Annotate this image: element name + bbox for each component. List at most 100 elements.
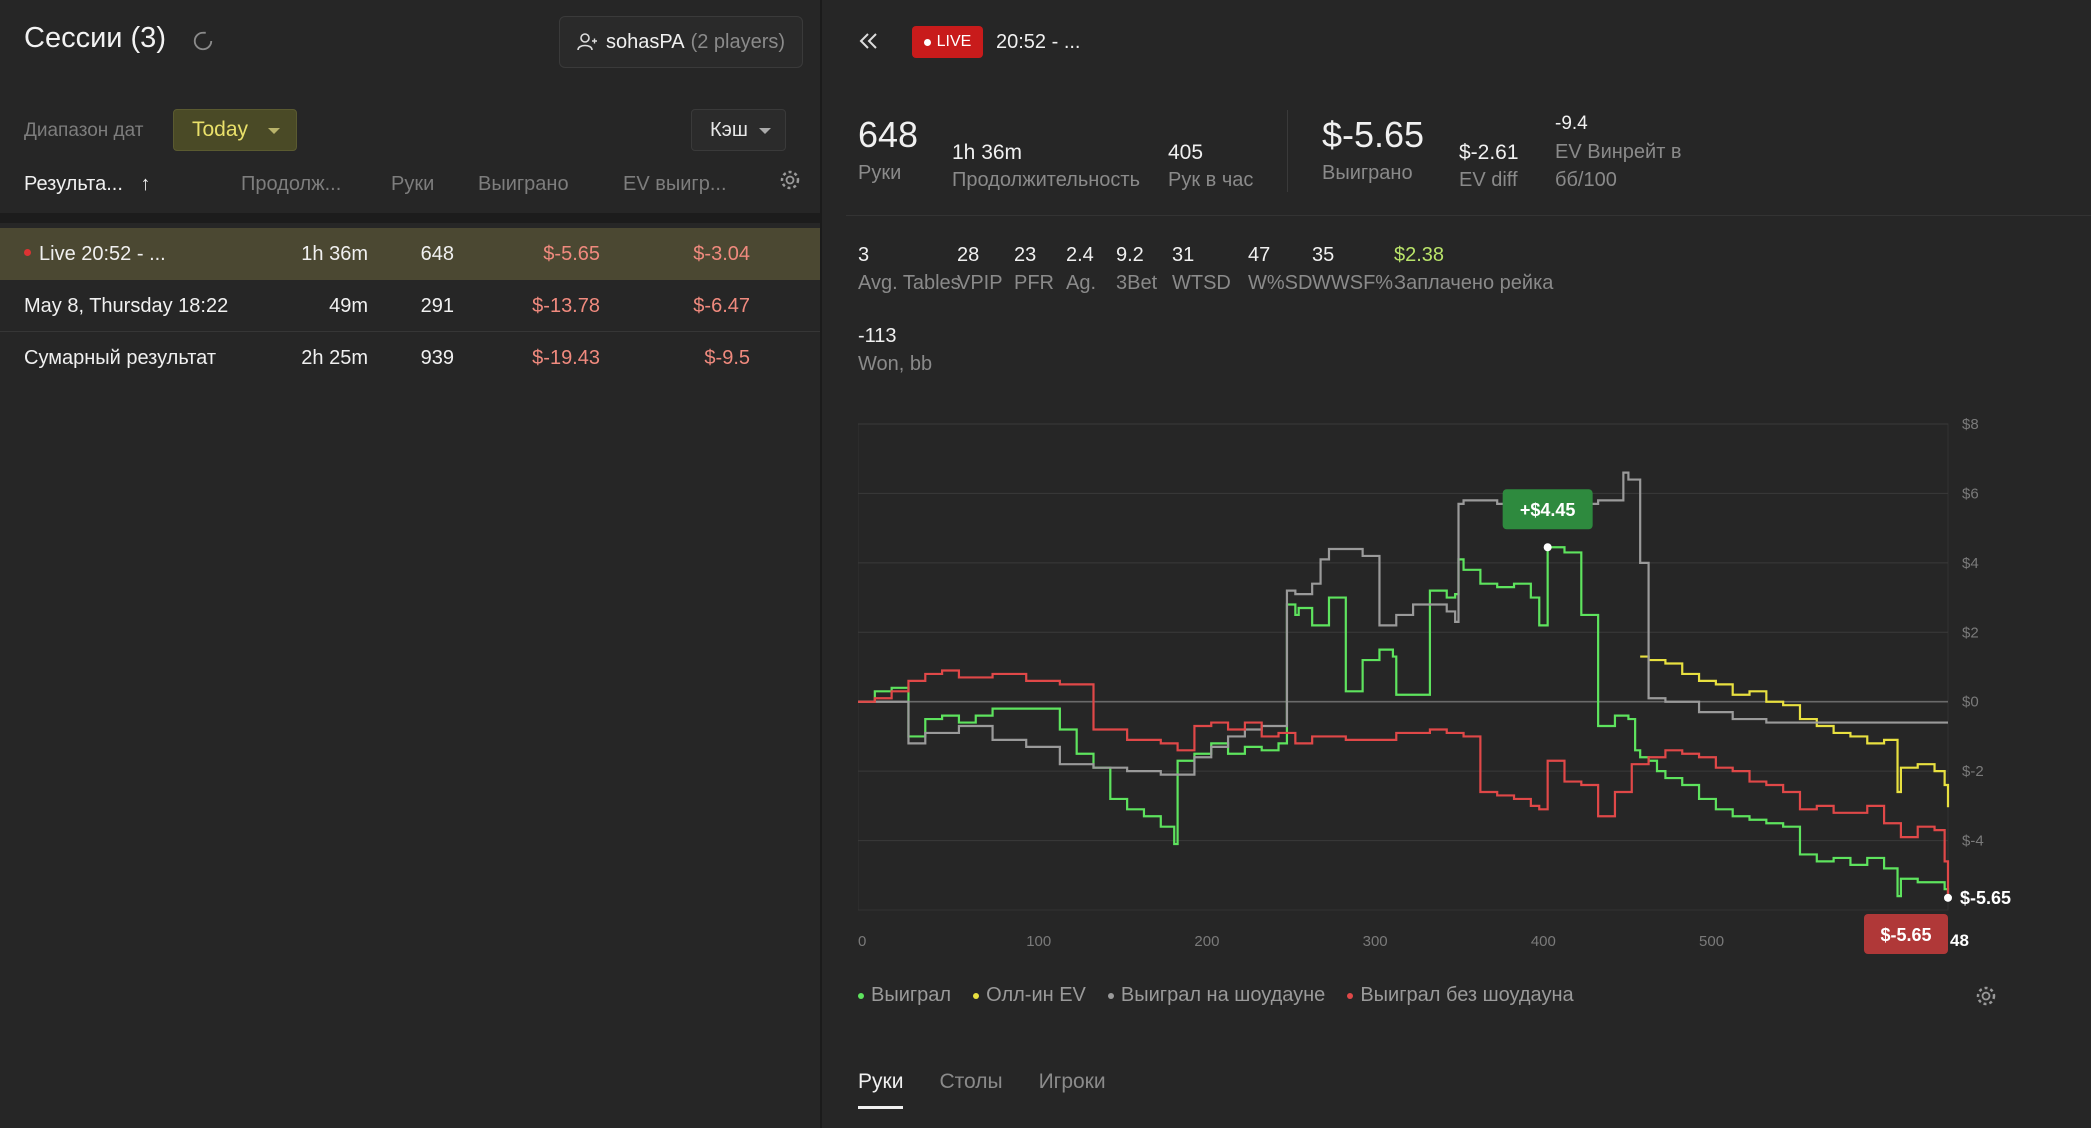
stat-label: Avg. Tables (858, 272, 961, 294)
series-line (858, 471, 1948, 776)
date-range-label: Диапазон дат (24, 120, 144, 141)
stat-label: WTSD (1172, 272, 1231, 294)
game-type-select[interactable]: Кэш (691, 109, 786, 151)
stat-evwr-label2: бб/100 (1555, 169, 1617, 191)
column-won[interactable]: Выиграно (478, 173, 569, 195)
tab-2[interactable]: Игроки (1038, 1070, 1106, 1093)
legend-item[interactable]: Выиграл без шоудауна (1347, 984, 1574, 1007)
stat-label: PFR (1014, 272, 1054, 294)
x-tick-label: 500 (1699, 933, 1724, 950)
chevron-down-icon (759, 128, 771, 134)
column-ev-won[interactable]: EV выигр... (623, 173, 727, 195)
stat-evdiff-value: $-2.61 (1459, 141, 1519, 164)
stat-value: 9.2 (1116, 244, 1144, 266)
y-tick-label: $-4 (1962, 833, 1984, 850)
gear-icon[interactable] (778, 168, 802, 192)
end-label: $-5.65 (1960, 888, 2011, 908)
hands-cell: 291 (420, 295, 454, 317)
end-x-label: 48 (1950, 931, 1969, 950)
stat-value: 23 (1014, 244, 1037, 266)
stat-label: W%SD (1248, 272, 1313, 294)
refresh-icon[interactable] (192, 30, 214, 52)
peak-tooltip (1502, 489, 1593, 530)
won-cell: $-19.43 (532, 347, 600, 369)
stat-duration-value: 1h 36m (952, 141, 1023, 164)
sessions-title: Сессии (3) (24, 22, 166, 54)
stat-won-label: Выиграно (1322, 162, 1413, 184)
end-red-tooltip (1864, 914, 1948, 954)
column-result[interactable]: Результа... ↑ (24, 173, 150, 196)
end-red-label: $-5.65 (1880, 925, 1931, 945)
row-divider (0, 331, 820, 332)
session-name: Live 20:52 - ... (39, 243, 166, 265)
chart-settings-gear-icon[interactable] (1974, 984, 1998, 1008)
x-tick-label: 400 (1531, 933, 1556, 950)
stat-label: VPIP (957, 272, 1003, 294)
legend-item[interactable]: Выиграл на шоудауне (1107, 984, 1326, 1007)
stat-value: 47 (1248, 244, 1271, 266)
x-tick-label: 100 (1026, 933, 1051, 950)
legend-label: Выиграл (871, 984, 952, 1006)
y-tick-label: $-2 (1962, 763, 1984, 780)
player-filter-button[interactable]: sohasPA (2 players) (559, 16, 803, 68)
session-name-cell: Live 20:52 - ... (24, 243, 166, 266)
stat-label: WWSF% (1312, 272, 1394, 294)
legend-dot (1107, 992, 1114, 999)
y-tick-label: $4 (1962, 555, 1979, 572)
stat-value: 31 (1172, 244, 1195, 266)
users-icon (577, 33, 597, 51)
hands-cell: 648 (420, 243, 454, 265)
session-detail-panel: LIVE 20:52 - ... 648 Руки 1h 36m Продолж… (822, 0, 2091, 1128)
player-name: sohasPA (606, 30, 685, 53)
tab-0[interactable]: Руки (858, 1070, 904, 1109)
legend-item[interactable]: Выиграл (858, 984, 951, 1007)
duration-cell: 1h 36m (301, 243, 368, 265)
stat-label: 3Bet (1116, 272, 1158, 294)
stat-value: 28 (957, 244, 980, 266)
x-tick-label: 300 (1363, 933, 1388, 950)
stat-hph-value: 405 (1168, 141, 1204, 164)
hands-cell: 939 (420, 347, 454, 369)
chart-legend: Выиграл Олл-ин EV Выиграл на шоудауне Выигр… (858, 984, 1574, 1007)
player-count: (2 players) (690, 30, 786, 53)
legend-item[interactable]: Олл-ин EV (973, 984, 1086, 1007)
stat-value: 3 (858, 244, 870, 266)
y-tick-label: $6 (1962, 485, 1979, 502)
series-line (1640, 655, 1950, 808)
collapse-left-icon[interactable] (856, 30, 882, 52)
won-bb-label: Won, bb (858, 353, 933, 375)
date-range-select[interactable]: Today (173, 109, 297, 151)
peak-point (1543, 543, 1552, 552)
legend-dot (858, 992, 864, 999)
results-chart[interactable]: $8$6$4$2$0$-2$-40100200300400500600+$4.4… (858, 414, 2034, 974)
sort-arrow-icon: ↑ (140, 173, 151, 195)
stat-value: 2.4 (1066, 244, 1094, 266)
legend-label: Олл-ин EV (986, 984, 1086, 1006)
ev-cell: $-9.5 (704, 347, 750, 369)
live-label: LIVE (936, 33, 972, 50)
legend-label: Выиграл на шоудауне (1120, 984, 1326, 1006)
peak-label: +$4.45 (1520, 500, 1576, 520)
stat-value: 35 (1312, 244, 1335, 266)
column-duration[interactable]: Продолж... (241, 173, 342, 195)
chevron-down-icon (268, 128, 280, 134)
stat-duration-label: Продолжительность (952, 169, 1140, 191)
tab-1[interactable]: Столы (939, 1070, 1003, 1093)
end-point (1944, 893, 1952, 902)
won-cell: $-13.78 (532, 295, 600, 317)
y-tick-label: $0 (1962, 694, 1979, 711)
table-row[interactable]: May 8, Thursday 18:22 49m 291 $-13.78 $-… (0, 280, 820, 332)
stat-hands-label: Руки (858, 162, 902, 184)
table-row[interactable]: Сумарный результат 2h 25m 939 $-19.43 $-… (0, 332, 820, 384)
sessions-panel: Сессии (3) sohasPA (2 players) Диапазон … (0, 0, 822, 1128)
series-line (858, 546, 1950, 898)
duration-cell: 2h 25m (301, 347, 368, 369)
live-dot-icon (24, 249, 31, 257)
ev-cell: $-6.47 (693, 295, 750, 317)
detail-tabs: Руки Столы Игроки (858, 1070, 1106, 1109)
stat-value: $2.38 (1394, 244, 1445, 266)
table-row[interactable]: Live 20:52 - ... 1h 36m 648 $-5.65 $-3.0… (0, 228, 820, 280)
stat-evwr-label: EV Винрейт в (1555, 141, 1682, 163)
legend-dot (1347, 992, 1354, 999)
column-hands[interactable]: Руки (391, 173, 435, 195)
